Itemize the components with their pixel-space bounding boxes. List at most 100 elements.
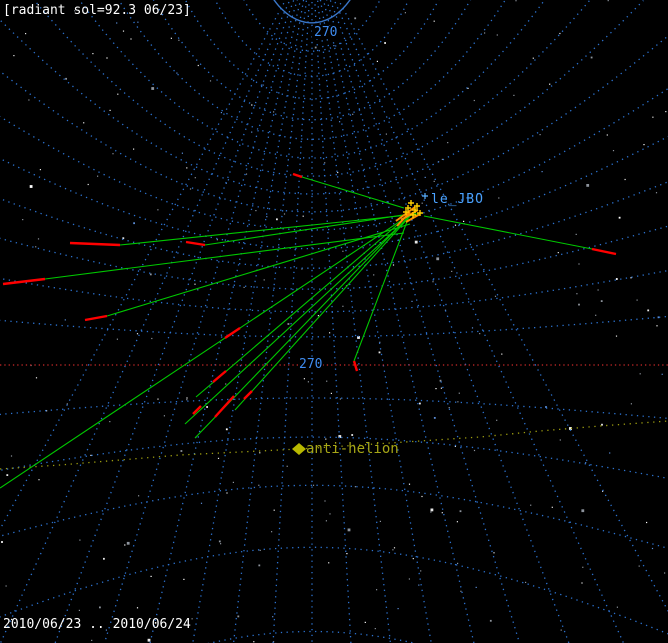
radiant-cross-marker [414,203,420,209]
star [586,184,590,187]
star [106,57,108,59]
grid-latitude-circle [0,181,668,269]
star [258,564,261,567]
star [116,22,118,24]
star [447,142,449,144]
grid-latitude-circle [0,87,668,231]
star [324,500,326,502]
star [582,566,584,568]
star [545,406,547,408]
star [351,434,354,436]
meteor-trail [352,360,359,372]
star [354,17,357,20]
star [424,176,426,178]
star [122,30,125,32]
grid-meridian [103,0,298,643]
star [433,20,435,22]
radiant-cross-marker [405,205,411,211]
star [498,197,500,199]
star [255,210,257,212]
star [418,584,420,586]
star [496,34,498,36]
meteor-extension-line [0,211,415,489]
star [595,314,597,316]
star [66,403,68,405]
star [283,213,286,215]
star [441,512,443,514]
grid-latitude-circle [0,546,668,635]
grid-latitude-circle [0,269,668,313]
star [133,148,135,150]
star [379,520,381,522]
star [460,590,462,592]
star [646,521,648,524]
star [352,113,354,115]
star [473,449,476,452]
star [408,483,411,485]
grid-meridian [337,0,668,613]
star [513,94,515,96]
star [441,158,443,160]
star [79,539,81,541]
star [384,42,386,44]
star [138,495,140,497]
star [272,616,274,618]
meteor-extension-line [44,232,405,280]
star [87,183,89,186]
star [606,134,608,136]
star [220,112,222,114]
star [116,338,118,340]
star [258,484,260,486]
star [489,619,492,622]
grid-meridian [326,0,521,643]
star [5,585,7,587]
meteor-trail [192,405,202,415]
star [638,565,640,567]
star [448,407,450,409]
star [225,428,228,431]
star [342,305,344,307]
star [286,465,288,467]
star [661,373,663,375]
star [569,427,572,430]
star [329,513,331,515]
star [251,104,253,106]
star [226,492,228,494]
star [615,335,618,337]
star [439,379,442,382]
star [597,289,599,291]
star [364,621,366,623]
grid-meridian [322,0,475,643]
star [243,286,245,288]
star [78,609,80,611]
star [636,299,638,301]
star [433,417,436,419]
star [330,392,332,394]
star [451,270,453,272]
grid-meridian [192,0,305,643]
star [624,178,626,181]
reference-cross-icon [422,193,428,199]
star [83,122,85,124]
star [194,177,196,179]
star [1,541,3,543]
star [103,557,105,560]
star [117,93,119,95]
star [22,219,24,221]
radiant-cross-marker [417,210,423,216]
star [393,547,396,549]
star [385,133,387,135]
star [459,510,462,513]
star [206,406,208,408]
star [200,502,203,504]
star [392,264,395,266]
star [176,72,178,74]
radiant-cross-marker [403,209,409,215]
star [392,549,394,551]
star [216,239,218,241]
grid-latitude-circle [0,0,644,195]
star [266,216,268,218]
meteor-extension-line [423,215,593,250]
star [74,10,76,12]
grid-latitude-circle [0,315,668,338]
